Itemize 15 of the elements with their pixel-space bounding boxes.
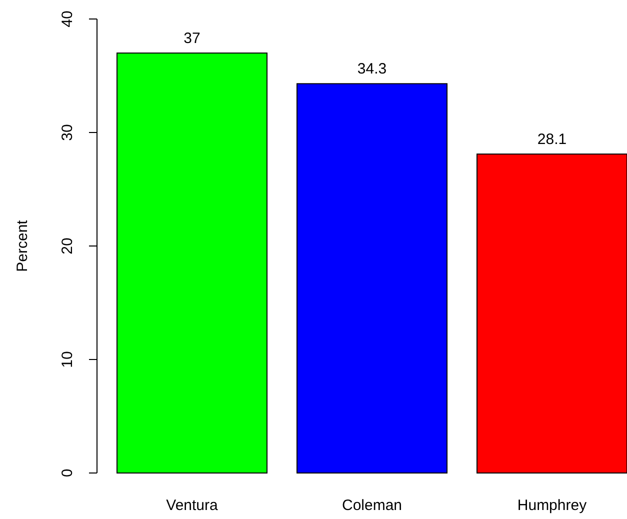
y-tick-label: 20 [59, 238, 76, 254]
data-label: 34.3 [357, 60, 387, 78]
y-axis-title: Percent [14, 219, 31, 272]
bar [116, 52, 268, 474]
data-label: 28.1 [537, 131, 567, 148]
y-tick-label: 30 [59, 124, 76, 141]
bar [476, 154, 627, 474]
x-tick-label: Ventura [166, 497, 219, 514]
x-tick-label: Humphrey [517, 497, 588, 514]
data-label: 37 [184, 30, 200, 48]
y-tick-label: 0 [59, 468, 76, 478]
bar [296, 83, 448, 474]
x-tick-label: Coleman [342, 497, 402, 514]
y-tick-label: 40 [59, 10, 76, 28]
y-tick-label: 10 [59, 351, 76, 368]
